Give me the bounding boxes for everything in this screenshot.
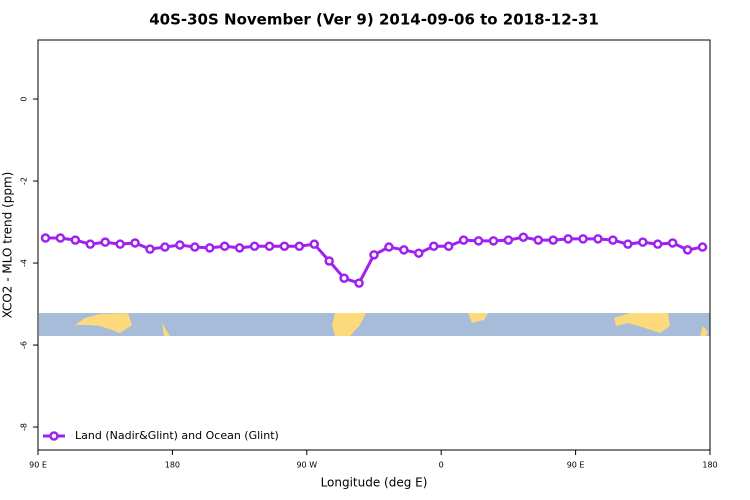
point — [593, 234, 603, 244]
x-tick-label: 90 E — [567, 461, 585, 470]
point — [399, 245, 409, 255]
point — [115, 239, 125, 249]
y-tick-label: -4 — [20, 259, 29, 267]
land — [332, 313, 366, 336]
point — [175, 240, 185, 250]
point — [667, 238, 678, 248]
land — [700, 326, 708, 336]
plot-frame — [37, 39, 711, 451]
map-strip — [39, 313, 710, 336]
land — [75, 313, 132, 333]
point — [548, 235, 558, 245]
point — [488, 236, 499, 246]
point — [384, 242, 394, 252]
point — [518, 232, 529, 242]
point — [70, 235, 81, 245]
chart-title: 40S-30S November (Ver 9) 2014-09-06 to 2… — [149, 11, 599, 29]
point — [85, 239, 96, 249]
point — [40, 233, 51, 243]
y-tick-label: 0 — [20, 96, 29, 101]
point — [324, 256, 334, 266]
ocean — [39, 313, 710, 336]
point — [264, 241, 275, 251]
point — [219, 241, 230, 251]
point — [458, 235, 469, 245]
point — [369, 250, 379, 260]
x-tick-label: 0 — [439, 461, 444, 470]
point — [414, 248, 424, 258]
point — [204, 243, 215, 253]
point — [563, 234, 573, 244]
x-tick-label: 90 E — [29, 461, 47, 470]
point — [190, 242, 200, 252]
x-axis-label: Longitude (deg E) — [321, 476, 428, 490]
point — [55, 233, 66, 243]
y-tick-label: -6 — [20, 341, 29, 349]
point — [652, 239, 663, 249]
point — [638, 237, 648, 247]
legend-marker — [49, 431, 59, 441]
point — [503, 235, 514, 245]
series-line — [45, 235, 703, 285]
point — [682, 245, 693, 255]
y-axis-label: XCO2 - MLO trend (ppm) — [1, 172, 15, 319]
point — [578, 234, 588, 244]
point — [294, 241, 305, 251]
point — [697, 242, 708, 252]
point — [309, 239, 320, 249]
point — [473, 236, 484, 246]
x-tick-label: 90 W — [296, 461, 317, 470]
point — [623, 239, 633, 249]
point — [533, 235, 544, 245]
y-tick-label: -2 — [20, 177, 29, 185]
point — [160, 242, 170, 252]
x-tick-label: 180 — [702, 461, 717, 470]
point — [443, 241, 454, 251]
land — [162, 322, 170, 336]
legend-label: Land (Nadir&Glint) and Ocean (Glint) — [75, 429, 279, 442]
point — [130, 238, 140, 248]
point — [354, 278, 364, 288]
point — [234, 243, 245, 253]
land — [468, 313, 488, 323]
point — [608, 235, 618, 245]
point — [279, 241, 290, 251]
point — [145, 244, 155, 254]
y-tick-label: -8 — [20, 423, 29, 431]
point — [428, 241, 439, 251]
land — [614, 313, 670, 333]
x-tick-label: 180 — [165, 461, 180, 470]
point — [249, 241, 260, 251]
point — [339, 273, 349, 283]
point — [100, 237, 110, 247]
